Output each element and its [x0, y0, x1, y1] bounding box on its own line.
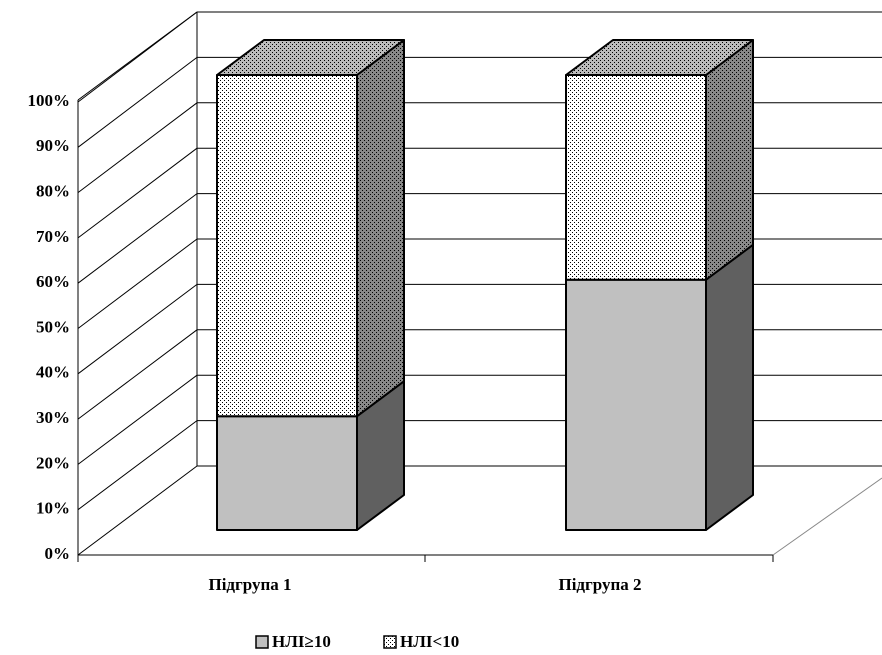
y-tick-label: 0% [45, 544, 71, 563]
bar [216, 74, 358, 418]
grid-line [77, 284, 198, 375]
legend-swatch [383, 635, 397, 649]
grid-line [77, 420, 198, 511]
bar-side [705, 39, 754, 281]
grid-line [77, 147, 198, 239]
grid-line [77, 374, 198, 465]
bar [216, 415, 358, 531]
bar-side [356, 39, 405, 418]
y-tick-label: 70% [36, 227, 70, 246]
y-tick-label: 90% [36, 136, 70, 155]
y-tick-label: 50% [36, 317, 70, 336]
legend-swatch [255, 635, 269, 649]
y-tick-label: 30% [36, 408, 70, 427]
y-tick-label: 20% [36, 453, 70, 472]
axes-frame [77, 11, 882, 562]
x-tick-label: Підгрупа 1 [208, 575, 291, 594]
grid-line [77, 238, 198, 329]
y-tick-label: 80% [36, 182, 70, 201]
bar-side [705, 243, 754, 531]
grid-line [77, 57, 198, 148]
y-tick-label: 100% [28, 91, 71, 110]
grid-line [77, 11, 198, 103]
legend-label: НЛІ<10 [400, 632, 459, 651]
y-tick-label: 40% [36, 363, 70, 382]
bar [565, 74, 707, 281]
y-tick-label: 60% [36, 272, 70, 291]
x-tick-label: Підгрупа 2 [558, 575, 641, 594]
grid-line [77, 193, 198, 284]
y-tick-label: 10% [36, 499, 70, 518]
grid-line [77, 102, 198, 193]
grid-line [77, 329, 198, 420]
bar [565, 278, 707, 531]
legend-label: НЛІ≥10 [272, 632, 331, 651]
